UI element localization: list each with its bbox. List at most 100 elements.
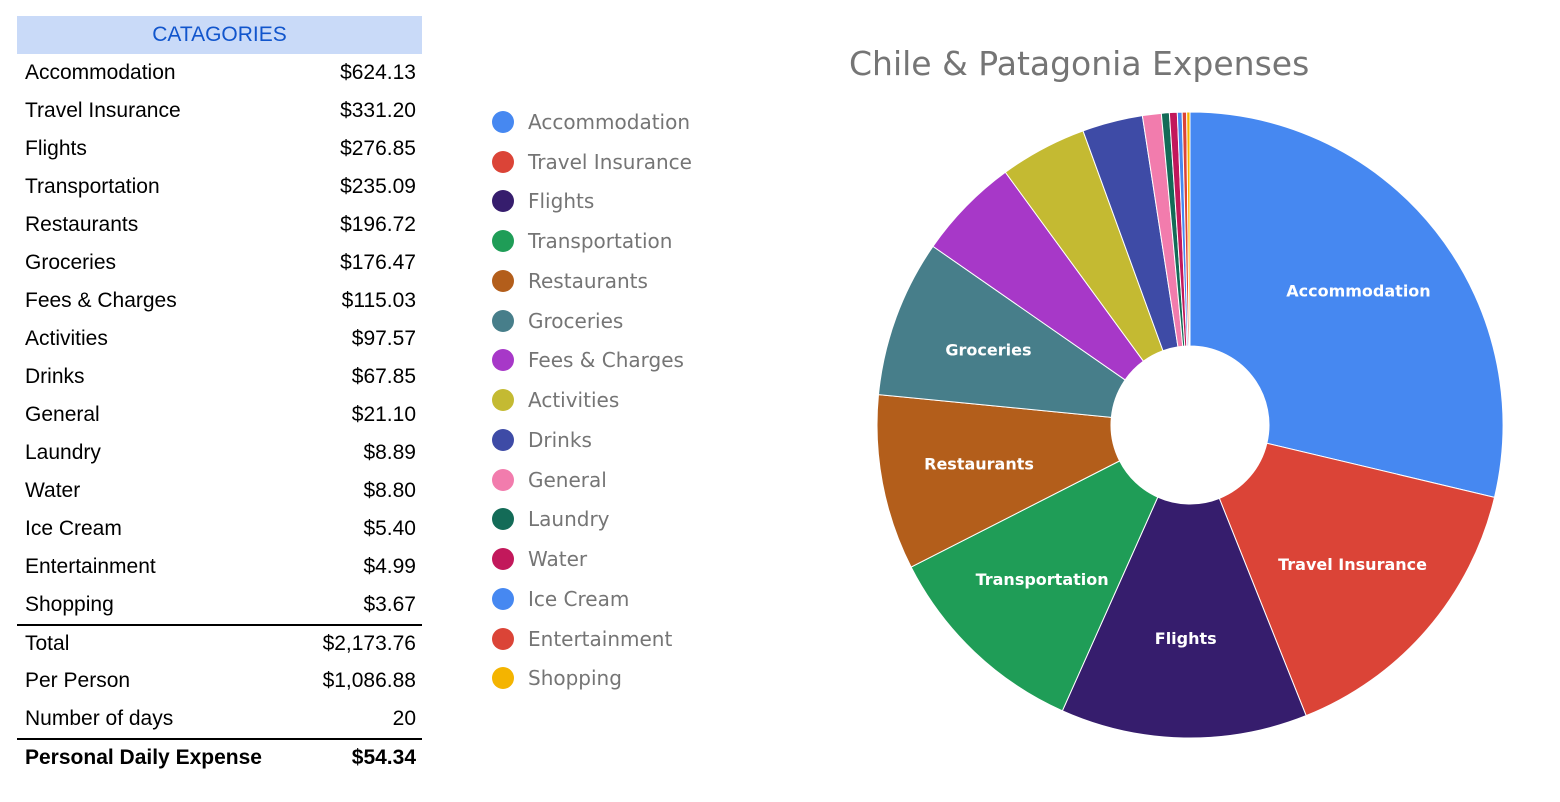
pie-slice <box>1186 111 1191 347</box>
row-value: $5.40 <box>363 517 416 540</box>
row-value: $176.47 <box>340 251 416 274</box>
row-label: Fees & Charges <box>25 289 177 312</box>
legend-swatch <box>492 269 514 292</box>
legend-swatch <box>492 110 514 133</box>
slice-label: Groceries <box>945 340 1031 359</box>
row-value: $115.03 <box>341 289 416 312</box>
row-value: $2,173.76 <box>322 632 416 655</box>
row-label: Flights <box>25 137 87 160</box>
row-value: $8.89 <box>363 441 416 464</box>
expense-table: CATAGORIES Accommodation $624.13 Travel In… <box>17 16 422 776</box>
legend-swatch <box>492 389 514 412</box>
row-label: Transportation <box>25 175 160 198</box>
legend-swatch <box>492 428 514 451</box>
legend-label: Shopping <box>528 666 622 691</box>
legend-swatch <box>492 667 514 690</box>
row-label: Entertainment <box>25 555 156 578</box>
table-row: Groceries $176.47 <box>17 244 422 282</box>
pie-slice <box>877 245 1126 418</box>
summary-row: Per Person $1,086.88 <box>17 662 422 700</box>
row-value: $276.85 <box>340 137 416 160</box>
row-value: 20 <box>392 707 416 730</box>
table-row: Accommodation $624.13 <box>17 54 422 92</box>
legend-swatch <box>492 309 514 332</box>
legend-swatch <box>492 508 514 531</box>
table-row: Ice Cream $5.40 <box>17 510 422 548</box>
category-rows: Accommodation $624.13 Travel Insurance $331… <box>17 54 422 624</box>
legend-swatch <box>492 468 514 491</box>
row-value: $67.85 <box>351 365 416 388</box>
row-value: $1,086.88 <box>322 669 416 692</box>
legend-item: Fees & Charges <box>492 341 692 381</box>
summary-row: Total $2,173.76 <box>17 624 422 662</box>
legend-item: Entertainment <box>492 619 692 659</box>
row-label: Ice Cream <box>25 517 122 540</box>
slice-label: Restaurants <box>924 454 1034 473</box>
legend-label: Travel Insurance <box>528 149 692 174</box>
row-label: Total <box>25 632 70 655</box>
row-label: Laundry <box>25 441 101 464</box>
row-label: Drinks <box>25 365 85 388</box>
row-label: General <box>25 403 100 426</box>
row-label: Travel Insurance <box>25 99 181 122</box>
legend-item: Restaurants <box>492 261 692 301</box>
categories-header: CATAGORIES <box>17 16 422 54</box>
chart-legend: Accommodation Travel Insurance Flights Tran… <box>492 102 692 698</box>
row-value: $3.67 <box>363 593 416 616</box>
legend-label: Entertainment <box>528 626 673 651</box>
legend-label: General <box>528 467 607 492</box>
row-label: Number of days <box>25 707 174 730</box>
table-row: Shopping $3.67 <box>17 586 422 624</box>
slice-label: Flights <box>1155 629 1217 648</box>
legend-label: Accommodation <box>528 109 691 134</box>
row-value: $624.13 <box>340 61 416 84</box>
legend-item: Accommodation <box>492 102 692 142</box>
legend-item: Activities <box>492 380 692 420</box>
legend-item: Flights <box>492 182 692 222</box>
legend-label: Flights <box>528 189 595 214</box>
legend-label: Water <box>528 547 588 572</box>
row-label: Restaurants <box>25 213 139 236</box>
table-row: Fees & Charges $115.03 <box>17 282 422 320</box>
legend-label: Groceries <box>528 308 624 333</box>
legend-label: Activities <box>528 388 620 413</box>
legend-item: Groceries <box>492 301 692 341</box>
legend-item: Drinks <box>492 420 692 460</box>
legend-swatch <box>492 349 514 372</box>
row-label: Activities <box>25 327 108 350</box>
legend-item: General <box>492 460 692 500</box>
legend-item: Laundry <box>492 500 692 540</box>
legend-label: Ice Cream <box>528 586 630 611</box>
table-row: Transportation $235.09 <box>17 168 422 206</box>
table-row: Laundry $8.89 <box>17 434 422 472</box>
pie-chart: Accommodation Travel Insurance Flights Tran… <box>876 111 1504 739</box>
pie-slice <box>876 394 1121 568</box>
row-value: $54.34 <box>351 746 416 769</box>
pie-slice <box>1218 442 1496 717</box>
legend-item: Shopping <box>492 659 692 699</box>
table-row: Entertainment $4.99 <box>17 548 422 586</box>
legend-swatch <box>492 150 514 173</box>
legend-label: Fees & Charges <box>528 348 684 373</box>
row-label: Shopping <box>25 593 114 616</box>
table-row: Water $8.80 <box>17 472 422 510</box>
row-label: Groceries <box>25 251 117 274</box>
legend-item: Travel Insurance <box>492 142 692 182</box>
legend-swatch <box>492 627 514 650</box>
legend-item: Transportation <box>492 221 692 261</box>
legend-swatch <box>492 587 514 610</box>
row-label: Accommodation <box>25 61 176 84</box>
legend-label: Transportation <box>528 229 673 254</box>
row-value: $196.72 <box>340 213 416 236</box>
legend-label: Restaurants <box>528 268 648 293</box>
row-label: Personal Daily Expense <box>25 746 262 769</box>
table-row: Flights $276.85 <box>17 130 422 168</box>
slice-label: Travel Insurance <box>1278 555 1427 574</box>
legend-swatch <box>492 190 514 213</box>
slice-label: Transportation <box>976 570 1109 589</box>
table-row: Travel Insurance $331.20 <box>17 92 422 130</box>
row-label: Water <box>25 479 81 502</box>
pie-slice <box>1061 496 1307 739</box>
row-value: $8.80 <box>363 479 416 502</box>
table-row: Activities $97.57 <box>17 320 422 358</box>
